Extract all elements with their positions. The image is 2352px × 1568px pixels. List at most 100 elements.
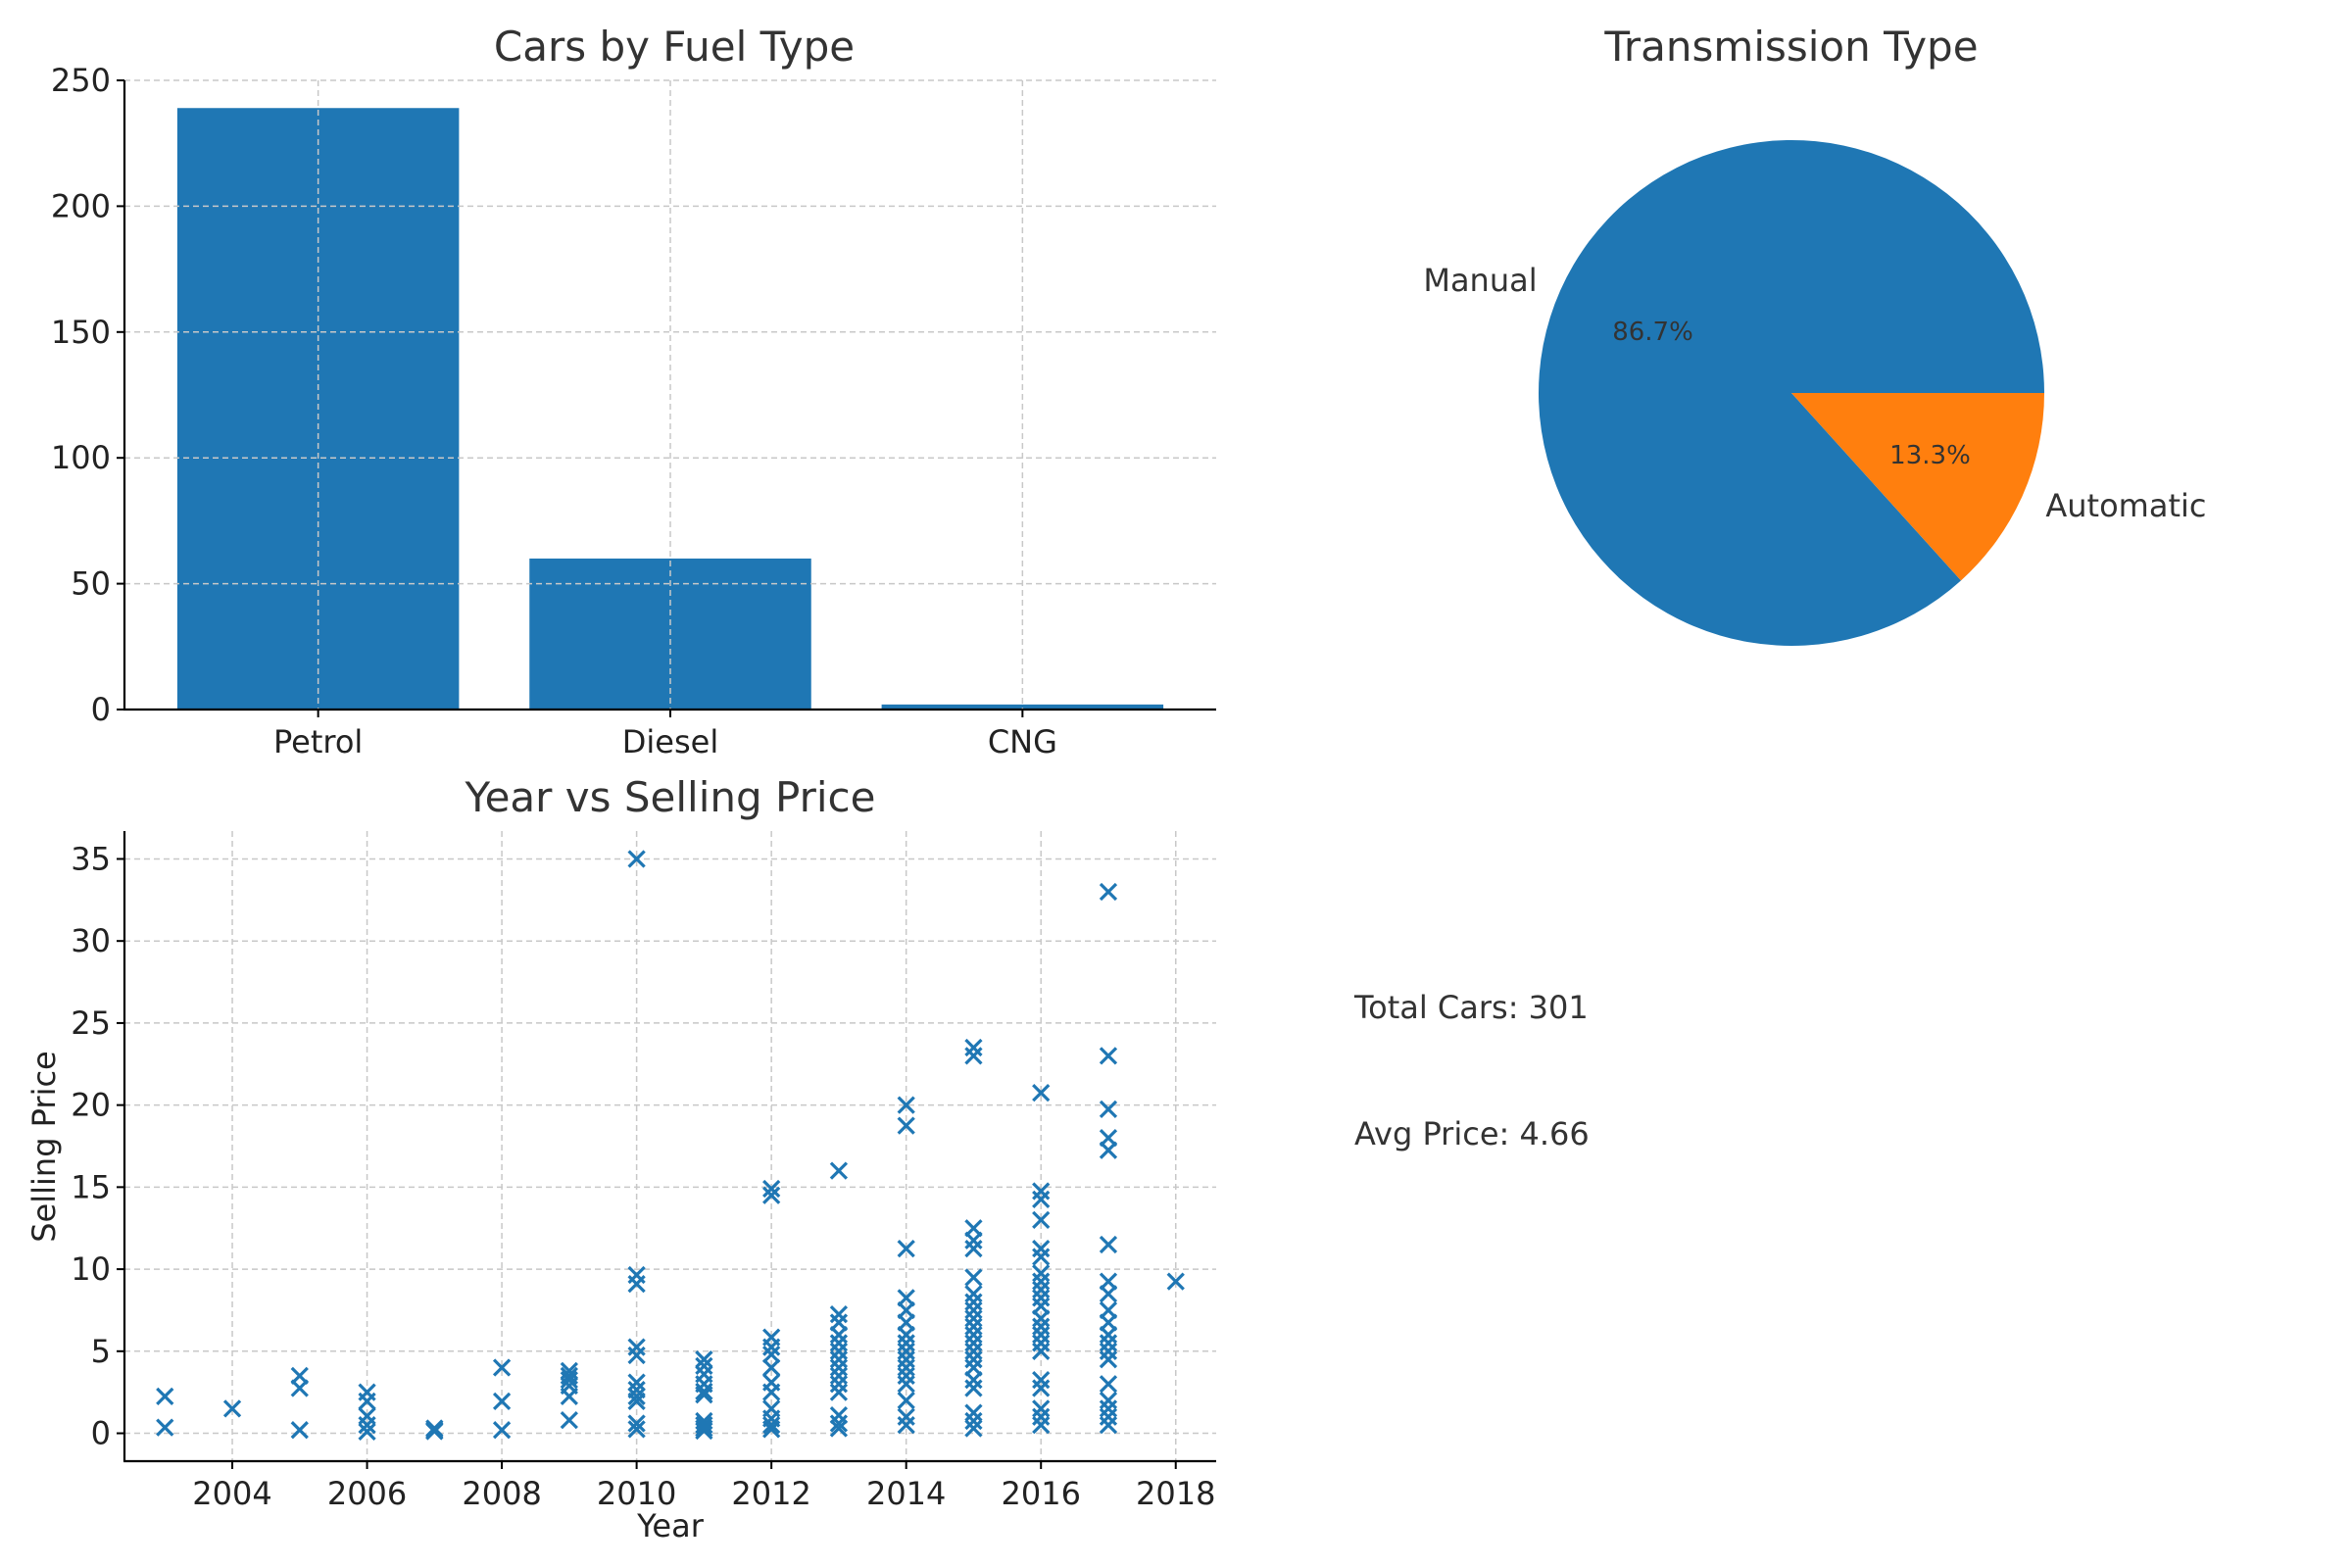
transmission-pie-chart: Transmission Type Manual 86.7% Automatic 13…: [1423, 23, 2206, 646]
scatter-point: [1099, 1342, 1118, 1360]
scatter-point-stroke: [964, 1240, 983, 1258]
scatter-point: [964, 1285, 983, 1303]
scatter-point: [627, 1414, 646, 1433]
scatter-point-stroke: [829, 1405, 849, 1425]
scatter-point-stroke: [964, 1325, 983, 1345]
scatter-point-stroke: [964, 1334, 983, 1352]
scatter-point-stroke: [156, 1418, 174, 1437]
scatter-point-stroke: [964, 1300, 983, 1320]
scatter-point: [695, 1421, 713, 1441]
scatter-point: [1032, 1416, 1051, 1435]
scatter-point: [1032, 1334, 1051, 1352]
scatter-point-stroke: [627, 1414, 646, 1433]
scatter-point-stroke: [1032, 1334, 1051, 1352]
scatter-point-stroke: [964, 1370, 983, 1390]
bar-y-tick-label: 200: [51, 187, 111, 224]
scatter-point-stroke: [897, 1240, 915, 1258]
scatter-point: [829, 1325, 849, 1345]
scatter-point: [1099, 1350, 1118, 1369]
scatter-point: [290, 1379, 309, 1397]
scatter-point: [964, 1317, 983, 1336]
scatter-point: [897, 1375, 915, 1394]
scatter-point: [560, 1370, 578, 1390]
scatter-point-stroke: [964, 1411, 983, 1431]
scatter-point-stroke: [1032, 1264, 1051, 1283]
scatter-point-stroke: [1032, 1280, 1051, 1299]
scatter-point: [1099, 1399, 1118, 1418]
scatter-point-stroke: [695, 1356, 713, 1376]
scatter-point: [1032, 1210, 1051, 1229]
scatter-point-stroke: [829, 1161, 849, 1180]
scatter-point: [1032, 1182, 1051, 1200]
scatter-point: [964, 1309, 983, 1328]
scatter-point: [627, 1420, 646, 1439]
scatter-y-tick-label: 10: [71, 1250, 111, 1288]
scatter-point-stroke: [492, 1358, 512, 1377]
scatter-point-stroke: [1099, 1141, 1118, 1159]
scatter-point: [964, 1038, 983, 1057]
scatter-point: [897, 1325, 915, 1345]
scatter-point-stroke: [156, 1387, 174, 1405]
scatter-point-stroke: [762, 1338, 781, 1356]
scatter-point: [1099, 1100, 1118, 1118]
scatter-point-stroke: [290, 1379, 309, 1397]
scatter-point: [829, 1305, 849, 1324]
scatter-point-stroke: [560, 1387, 578, 1405]
scatter-point: [1099, 1285, 1118, 1303]
scatter-point-stroke: [897, 1325, 915, 1345]
scatter-point: [897, 1342, 915, 1360]
scatter-point-stroke: [897, 1358, 915, 1377]
scatter-point-stroke: [1032, 1289, 1051, 1307]
scatter-point: [964, 1370, 983, 1390]
scatter-point: [627, 1373, 646, 1392]
scatter-point-stroke: [1166, 1272, 1185, 1291]
scatter-y-tick-label: 30: [71, 922, 111, 959]
pie-label-manual: Manual: [1423, 262, 1537, 299]
scatter-point: [627, 1392, 646, 1411]
scatter-point-stroke: [829, 1350, 849, 1369]
scatter-point: [1099, 1047, 1118, 1065]
scatter-point-stroke: [762, 1420, 781, 1439]
scatter-point-stroke: [695, 1419, 713, 1438]
scatter-point-stroke: [1032, 1190, 1051, 1209]
bar-y-tick-label: 150: [51, 314, 111, 351]
scatter-point-stroke: [1099, 1047, 1118, 1065]
year-price-scatter-chart: Year vs Selling Price 0 5 10 15 20 25 30 35 2004…: [25, 773, 1216, 1544]
scatter-point-stroke: [1099, 1407, 1118, 1426]
scatter-point: [1099, 1416, 1118, 1435]
pie-slice-automatic: [1791, 393, 2044, 581]
scatter-point-stroke: [964, 1293, 983, 1311]
scatter-point: [964, 1379, 983, 1397]
scatter-point: [1032, 1379, 1051, 1397]
scatter-point-stroke: [627, 1346, 646, 1365]
scatter-point: [762, 1420, 781, 1439]
scatter-point-stroke: [1032, 1210, 1051, 1229]
scatter-point: [1032, 1264, 1051, 1283]
scatter-point: [1166, 1272, 1185, 1291]
scatter-point: [1032, 1370, 1051, 1390]
scatter-point: [1032, 1083, 1051, 1102]
bar-x-tick-label: Petrol: [273, 723, 363, 760]
bar-cng: [881, 704, 1164, 710]
scatter-point-stroke: [829, 1383, 849, 1401]
scatter-point-stroke: [627, 1420, 646, 1439]
scatter-point-stroke: [829, 1419, 849, 1438]
scatter-point: [695, 1386, 713, 1404]
bar-y-tick-label: 50: [71, 565, 111, 603]
scatter-point-stroke: [627, 850, 646, 868]
scatter-point-stroke: [627, 1392, 646, 1411]
scatter-point: [1032, 1190, 1051, 1209]
scatter-point-stroke: [964, 1285, 983, 1303]
scatter-point: [627, 850, 646, 868]
scatter-point-stroke: [897, 1116, 915, 1135]
scatter-point-stroke: [222, 1399, 242, 1418]
scatter-point-stroke: [1032, 1407, 1051, 1426]
scatter-y-tick-label: 20: [71, 1087, 111, 1124]
scatter-point-stroke: [358, 1416, 376, 1435]
scatter-axis-ticks: 0 5 10 15 20 25 30 35 2004 2006 2008 2010 2012 2014 20…: [71, 840, 1215, 1512]
scatter-point-stroke: [627, 1387, 646, 1405]
scatter-point: [1032, 1248, 1051, 1266]
scatter-point: [1099, 882, 1118, 902]
scatter-point: [156, 1418, 174, 1437]
scatter-point: [829, 1358, 849, 1377]
